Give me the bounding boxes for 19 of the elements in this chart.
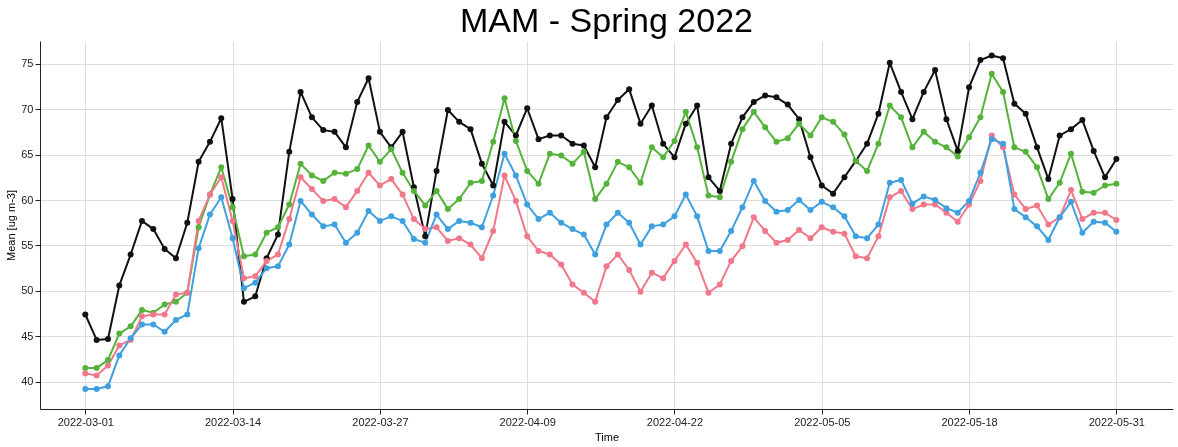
x-tick-label: 2022-03-27 xyxy=(352,415,409,428)
y-tick-label: 40 xyxy=(21,375,34,388)
y-tick-label: 45 xyxy=(21,329,34,342)
x-tick-label: 2022-04-22 xyxy=(646,415,704,428)
chart-title: MAM - Spring 2022 xyxy=(460,1,753,39)
x-axis-title: Time xyxy=(594,430,620,443)
y-tick-label: 60 xyxy=(21,193,34,206)
y-tick-label: 75 xyxy=(21,57,34,70)
x-tick-label: 2022-04-09 xyxy=(499,415,556,428)
y-tick-label: 70 xyxy=(21,102,34,115)
x-tick-label: 2022-03-14 xyxy=(204,415,262,428)
y-tick-label: 65 xyxy=(21,148,34,161)
y-axis-title: Mean [ug m-3] xyxy=(5,190,18,261)
y-tick-label: 55 xyxy=(21,238,34,251)
x-tick-label: 2022-05-31 xyxy=(1088,415,1145,428)
x-tick-label: 2022-05-05 xyxy=(794,415,851,428)
y-tick-label: 50 xyxy=(21,284,34,297)
x-tick-label: 2022-03-01 xyxy=(57,415,114,428)
x-tick-label: 2022-05-18 xyxy=(941,415,998,428)
